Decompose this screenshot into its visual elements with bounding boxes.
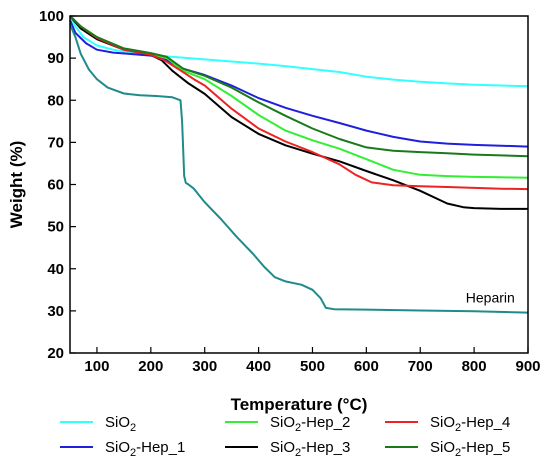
legend: SiO2 SiO2-Hep_2 SiO2-Hep_4 SiO2-Hep_1 SiO2-H… xyxy=(60,414,510,459)
y-tick-label: 70 xyxy=(47,134,64,151)
series-line-hep1 xyxy=(69,19,529,148)
x-tick-label: 300 xyxy=(192,358,217,375)
y-tick-label: 30 xyxy=(47,303,64,320)
series-line-heparin xyxy=(69,24,529,314)
x-tick-label: 200 xyxy=(138,358,163,375)
legend-label-hep2: SiO2-Hep_2 xyxy=(270,414,350,434)
plot-lines xyxy=(69,15,529,314)
legend-label-sio2: SiO2 xyxy=(105,414,136,434)
series-line-hep5 xyxy=(69,15,529,158)
annotations: Heparin xyxy=(466,289,515,305)
legend-label-hep1: SiO2-Hep_1 xyxy=(105,439,185,459)
x-axis: 100 200 300 400 500 600 700 800 900 xyxy=(84,347,541,375)
series-line-sio2 xyxy=(69,15,529,88)
x-tick-label: 400 xyxy=(246,358,271,375)
x-tick-label: 100 xyxy=(84,358,109,375)
annotation-label: Heparin xyxy=(466,289,515,305)
x-axis-title: Temperature (°C) xyxy=(231,395,368,414)
y-tick-label: 90 xyxy=(47,50,64,67)
x-tick-label: 700 xyxy=(408,358,433,375)
y-tick-label: 60 xyxy=(47,177,64,194)
y-tick-label: 100 xyxy=(39,8,64,25)
x-tick-label: 900 xyxy=(515,358,540,375)
plot-frame xyxy=(69,15,529,354)
y-axis-title: Weight (%) xyxy=(7,141,26,229)
y-tick-label: 20 xyxy=(47,345,64,362)
series-line-hep4 xyxy=(69,15,529,191)
legend-label-hep5: SiO2-Hep_5 xyxy=(430,439,510,459)
y-axis: 20 30 40 50 60 70 80 90 100 xyxy=(39,8,76,362)
legend-label-hep4: SiO2-Hep_4 xyxy=(430,414,510,434)
x-tick-label: 800 xyxy=(462,358,487,375)
x-tick-label: 600 xyxy=(354,358,379,375)
legend-label-hep3: SiO2-Hep_3 xyxy=(270,439,350,459)
x-tick-label: 500 xyxy=(300,358,325,375)
y-tick-label: 40 xyxy=(47,261,64,278)
y-tick-label: 50 xyxy=(47,219,64,236)
y-tick-label: 80 xyxy=(47,92,64,109)
